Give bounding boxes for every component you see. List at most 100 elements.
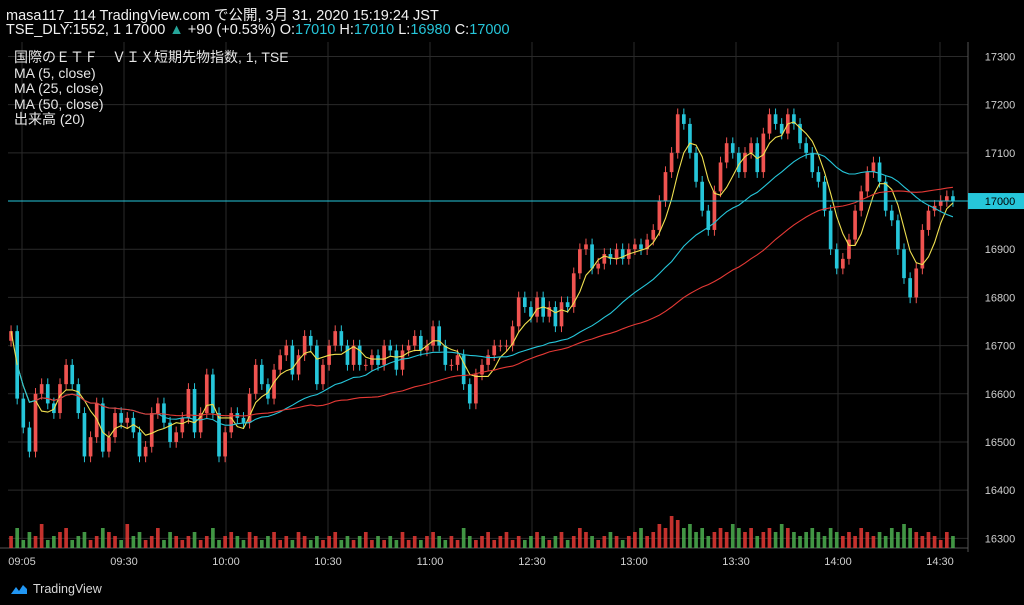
volume-bar [467,536,472,548]
volume-bar [761,532,766,548]
volume-bar [223,536,227,548]
volume-bar [828,528,833,548]
candle-body [400,350,405,370]
candle-body [70,364,75,385]
candle-body [902,249,906,279]
low-value: 16980 [410,22,451,38]
x-tick-label: 09:05 [8,556,36,568]
legend-volume[interactable]: 出来高 (20) [14,111,85,127]
legend-ma25[interactable]: MA (25, close) [14,80,104,96]
volume-bar [535,532,539,548]
volume-bar [492,540,497,548]
volume-bar [241,540,246,548]
candles [9,108,955,463]
candle-body [394,350,399,370]
candle-body [113,413,117,438]
volume-bar [474,540,478,548]
candle-body [614,249,619,259]
tradingview-footer[interactable]: TradingView [10,581,102,597]
candle-body [718,162,723,192]
close-value: 17000 [469,22,510,38]
legend-ma5[interactable]: MA (5, close) [14,64,96,81]
candle-body [871,162,876,173]
volume-bar [816,532,821,548]
candle-body [284,345,289,356]
candle-body [553,307,558,327]
candle-body [920,229,925,269]
volume-bar [639,528,643,548]
volume-bar [767,528,772,548]
candle-body [186,388,191,418]
candle-body [510,326,515,346]
candle-body [211,374,215,414]
candle-body [345,345,350,365]
candle-body [302,335,307,356]
volume-bar [712,532,717,548]
volume-bar [211,528,215,548]
candle-body [565,302,570,308]
candle-body [425,345,429,351]
candle-body [333,331,338,346]
volume-bar [345,536,350,548]
volume-bar [217,540,221,548]
y-tick-label: 16900 [985,244,1016,256]
volume-bar [70,540,75,548]
candle-body [706,210,711,230]
volume-bar [516,536,521,548]
volume-bar [58,532,62,548]
volume-bar [853,536,857,548]
candle-body [761,133,766,173]
volume-bar [339,540,344,548]
legend-symbol-title[interactable]: 国際のＥＴＦ ＶＩＸ短期先物指数, 1, TSE [14,49,289,65]
candle-body [877,162,882,182]
y-tick-label: 17300 [985,51,1016,63]
volume-bar [449,536,454,548]
candle-body [724,143,729,163]
volume-bar [168,532,172,548]
volume-bar [64,528,68,548]
volume-bar [406,540,411,548]
volume-bar [773,532,778,548]
volume-bar [125,524,130,548]
volume-bar [278,540,283,548]
x-tick-label: 14:30 [926,556,954,568]
volume-bar [730,524,735,548]
volume-bar [522,540,527,548]
volume-bar [669,516,674,548]
candle-body [645,239,649,250]
x-tick-label: 12:30 [518,556,546,568]
y-tick-label: 16300 [985,533,1016,545]
candle-body [516,297,521,327]
candle-body [749,143,753,153]
volume-bar [804,532,808,548]
ma25-line [16,153,954,426]
candle-body [198,413,203,433]
volume-bar [620,540,625,548]
volume-bar [724,532,729,548]
volume-bar [100,528,105,548]
volume-bar [308,540,313,548]
volume-bar [651,532,656,548]
volume-bar [296,532,301,548]
candle-body [412,335,417,346]
volume-bar [76,536,81,548]
legend-ma50[interactable]: MA (50, close) [14,95,104,112]
volume-bar [718,528,723,548]
candle-body [773,114,778,124]
volume-bar [149,536,154,548]
candle-body [810,152,815,173]
candle-body [88,437,93,457]
volume-bar [302,536,307,548]
candle-body [419,335,423,351]
candle-body [951,196,955,202]
volume-bar [27,532,32,548]
symbol-label: TSE_DLY:1552, 1 [6,22,122,38]
y-tick-label: 16600 [985,389,1016,401]
open-value: 17010 [295,22,336,38]
candle-body [571,273,576,308]
volume-bar [792,532,796,548]
candle-body [700,181,705,211]
volume-bar [382,540,386,548]
volume-bar [675,520,680,548]
